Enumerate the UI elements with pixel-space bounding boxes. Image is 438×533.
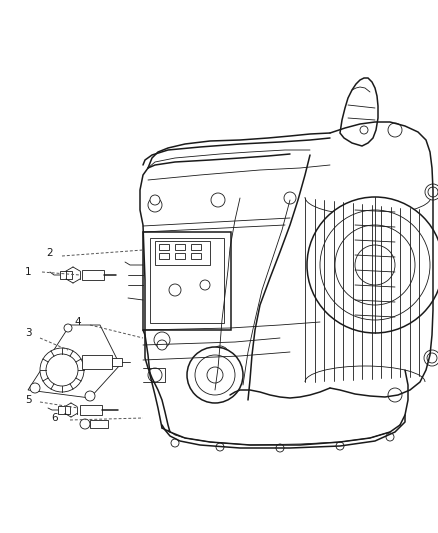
Circle shape — [211, 346, 229, 364]
Circle shape — [64, 324, 72, 332]
Text: 3: 3 — [25, 328, 31, 338]
Circle shape — [169, 284, 181, 296]
Bar — [58, 406, 70, 414]
Circle shape — [216, 443, 224, 451]
Bar — [143, 232, 231, 330]
Circle shape — [388, 388, 402, 402]
Circle shape — [276, 444, 284, 452]
Circle shape — [154, 332, 170, 348]
Bar — [82, 270, 104, 280]
Bar — [175, 253, 185, 259]
Bar — [191, 244, 201, 250]
Polygon shape — [340, 78, 378, 146]
Circle shape — [320, 210, 430, 320]
Bar — [82, 355, 112, 369]
Bar — [112, 358, 122, 366]
Circle shape — [195, 355, 235, 395]
Circle shape — [150, 195, 160, 205]
Circle shape — [171, 439, 179, 447]
Circle shape — [148, 368, 162, 382]
Bar — [90, 420, 108, 428]
Circle shape — [214, 349, 226, 361]
Text: 5: 5 — [25, 395, 31, 405]
Circle shape — [284, 192, 296, 204]
Circle shape — [85, 391, 95, 401]
Text: 1: 1 — [25, 267, 31, 277]
Bar — [175, 244, 185, 250]
Bar — [60, 271, 72, 279]
Circle shape — [40, 348, 84, 392]
Circle shape — [386, 433, 394, 441]
Circle shape — [30, 383, 40, 393]
Circle shape — [424, 350, 438, 366]
Bar — [159, 253, 169, 259]
Circle shape — [200, 280, 210, 290]
Bar — [159, 244, 169, 250]
Circle shape — [428, 187, 438, 197]
Bar — [191, 253, 201, 259]
Circle shape — [211, 193, 225, 207]
Circle shape — [336, 442, 344, 450]
Circle shape — [46, 354, 78, 386]
Circle shape — [148, 198, 162, 212]
Circle shape — [427, 353, 437, 363]
Circle shape — [207, 367, 223, 383]
Circle shape — [187, 347, 243, 403]
Circle shape — [335, 225, 415, 305]
Text: 6: 6 — [52, 413, 58, 423]
Text: 2: 2 — [47, 248, 53, 258]
Circle shape — [355, 245, 395, 285]
Polygon shape — [28, 325, 120, 398]
Circle shape — [425, 184, 438, 200]
Circle shape — [360, 126, 368, 134]
Circle shape — [388, 123, 402, 137]
Bar — [150, 238, 224, 323]
Text: 4: 4 — [75, 317, 81, 327]
Circle shape — [157, 340, 167, 350]
Circle shape — [80, 419, 90, 429]
Circle shape — [307, 197, 438, 333]
Bar — [155, 241, 210, 265]
Bar — [80, 405, 102, 415]
